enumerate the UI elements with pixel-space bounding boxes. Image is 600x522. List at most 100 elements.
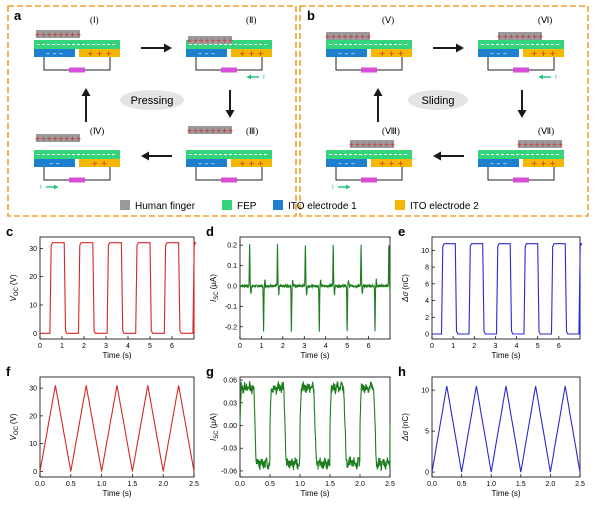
electrode-1-charges: – – – [46, 49, 63, 58]
chart-c: c 0 1 2 3 4 5 6 0 10 20 30 Time (s) VOC(V) [6, 224, 197, 360]
human-finger [188, 36, 232, 44]
x-tick-label: 2.5 [189, 481, 199, 488]
x-axis-label: Time (s) [491, 489, 520, 498]
chart-f: f 0.0 0.5 1.0 1.5 2.0 2.5 0 10 20 30 Time (s) VOC(V) [6, 364, 199, 498]
human-finger [188, 126, 232, 134]
finger-charges: ++++++++ [35, 31, 82, 39]
x-tick-label: 2.0 [158, 481, 168, 488]
x-tick-label: 1.0 [295, 481, 305, 488]
y-axis-label: Δσ(nC) [401, 274, 410, 303]
human-finger [518, 140, 562, 148]
x-axis-label: Time (s) [102, 351, 131, 360]
panel-b-label: b [307, 8, 315, 23]
x-tick-label: 2 [472, 343, 476, 350]
x-tick-label: 4 [324, 343, 328, 350]
series-line-g [239, 381, 391, 472]
y-tick-label: 10 [29, 303, 37, 310]
y-tick-label: -0.1 [225, 304, 237, 311]
x-tick-label: 3 [104, 343, 108, 350]
current-arrow-head [539, 74, 543, 80]
ito-electrode-2 [523, 49, 564, 57]
x-tick-label: 0.5 [66, 481, 76, 488]
ito-electrode-2 [79, 49, 120, 57]
teng-device: – – – + + + ++++++++ [34, 30, 120, 73]
x-tick-label: 5 [536, 343, 540, 350]
series-line-d [239, 244, 391, 332]
x-tick-label: 0 [430, 343, 434, 350]
ito-electrode-1 [34, 159, 75, 167]
finger-charges: ++++++++ [325, 33, 372, 41]
ito-electrode-2 [371, 159, 412, 167]
flow-arrow-head [433, 151, 441, 161]
human-finger [350, 140, 394, 148]
x-tick-label: 1.5 [325, 481, 335, 488]
y-axis-unit: (V) [9, 413, 18, 424]
panel-d-label: d [206, 224, 214, 239]
teng-device: – – – + + + ++++++++ I [326, 140, 412, 191]
x-axis-label: Time (s) [300, 489, 329, 498]
x-tick-label: 5 [148, 343, 152, 350]
electrode-1-charges: – – – [338, 49, 355, 58]
x-tick-label: 1 [60, 343, 64, 350]
x-tick-label: 1.0 [486, 481, 496, 488]
teng-device: – – – + + + ++++++++ [478, 140, 564, 183]
y-axis-label: VOC(V) [9, 274, 20, 301]
y-tick-label: 0 [425, 470, 429, 477]
plot-frame [39, 236, 195, 340]
x-tick-label: 0.0 [427, 481, 437, 488]
flow-arrow-head [373, 88, 383, 96]
flow-arrow-head [164, 43, 172, 53]
ito-electrode-1 [34, 49, 75, 57]
pressing-label-bubble [120, 90, 184, 110]
teng-device: – – + + ++++++++ I [34, 134, 120, 191]
load-resistor [361, 67, 377, 73]
y-tick-label: 30 [29, 246, 37, 253]
finger-charges: ++++++++ [349, 141, 396, 149]
x-tick-label: 1.5 [516, 481, 526, 488]
y-tick-label: 0.00 [223, 423, 237, 430]
y-axis-symbol: V [9, 435, 18, 441]
legend-swatch [222, 200, 232, 210]
electrode-2-charges: + + + [239, 159, 264, 168]
legend-label: FEP [237, 201, 257, 212]
load-resistor [221, 67, 237, 73]
y-tick-label: 2 [425, 315, 429, 322]
chart-d: d 0 1 2 3 4 5 6 -0.2 -0.1 0.0 0.1 0.2 Time (s) ISC(μA) [206, 224, 391, 360]
series-line-c [40, 242, 197, 334]
y-axis-unit: (μA) [209, 274, 218, 290]
panel-f-label: f [6, 364, 11, 379]
electrode-2-charges: + + + [531, 159, 556, 168]
y-axis-symbol: I [209, 438, 218, 441]
x-tick-label: 2.5 [385, 481, 395, 488]
x-tick-label: 6 [170, 343, 174, 350]
current-symbol: I [40, 184, 42, 191]
y-axis-label: Δσ(nC) [401, 413, 410, 442]
teng-device: – – – + + + ++++++++ I [478, 32, 564, 81]
finger-charges: ++++++++ [35, 135, 82, 143]
electrode-1-charges: – – – [198, 49, 215, 58]
chart-g: g 0.0 0.5 1.0 1.5 2.0 2.5 -0.06 -0.03 0.00 0.03 0.0… [206, 364, 395, 498]
sliding-label: Sliding [421, 95, 454, 107]
y-tick-label: 0.0 [227, 283, 237, 290]
panel-e-label: e [398, 224, 405, 239]
legend-swatch [273, 200, 283, 210]
x-tick-label: 4 [126, 343, 130, 350]
state-label: (Ⅳ) [90, 126, 104, 136]
flow-arrow-head [81, 88, 91, 96]
y-tick-label: 30 [29, 386, 37, 393]
series-line-h [431, 385, 581, 473]
panel-a-frame [7, 5, 297, 217]
electrode-2-charges: + + + [379, 159, 404, 168]
state-label: (Ⅱ) [246, 15, 256, 25]
current-symbol: I [555, 74, 557, 81]
y-tick-label: -0.2 [225, 324, 237, 331]
y-axis-unit: (V) [9, 274, 18, 285]
y-axis-label: ISC(μA) [209, 413, 220, 441]
electrode-2-charges: + + + [239, 49, 264, 58]
finger-charges: ++++++++ [497, 33, 544, 41]
x-axis-label: Time (s) [300, 351, 329, 360]
y-tick-label: 10 [29, 441, 37, 448]
state-label: (Ⅲ) [246, 126, 258, 136]
y-tick-label: 0 [33, 469, 37, 476]
